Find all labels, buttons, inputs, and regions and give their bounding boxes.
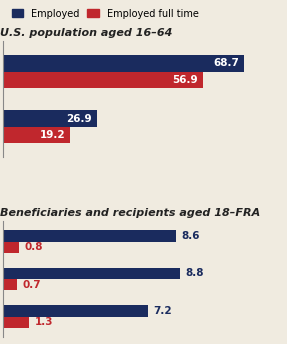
Bar — [3, 242, 19, 253]
Bar — [3, 72, 203, 88]
Text: 8.8: 8.8 — [186, 269, 204, 279]
Bar — [3, 110, 98, 127]
Text: 8.6: 8.6 — [182, 231, 200, 241]
Bar — [3, 316, 29, 328]
Legend: Employed, Employed full time: Employed, Employed full time — [8, 5, 202, 23]
Bar — [3, 127, 70, 143]
Text: 1.3: 1.3 — [35, 317, 53, 327]
Text: 0.8: 0.8 — [25, 242, 43, 252]
Bar — [3, 230, 176, 242]
Text: 0.7: 0.7 — [23, 280, 42, 290]
Bar — [3, 305, 148, 316]
Text: Beneficiaries and recipients aged 18–FRA: Beneficiaries and recipients aged 18–FRA — [0, 207, 260, 217]
Text: U.S. population aged 16–64: U.S. population aged 16–64 — [0, 28, 172, 38]
Bar — [3, 268, 180, 279]
Text: 68.7: 68.7 — [213, 58, 239, 68]
Bar — [3, 279, 17, 290]
Text: 7.2: 7.2 — [154, 306, 172, 316]
Text: 26.9: 26.9 — [67, 114, 92, 123]
Bar — [3, 55, 245, 72]
Text: 19.2: 19.2 — [40, 130, 65, 140]
Text: 56.9: 56.9 — [172, 75, 198, 85]
